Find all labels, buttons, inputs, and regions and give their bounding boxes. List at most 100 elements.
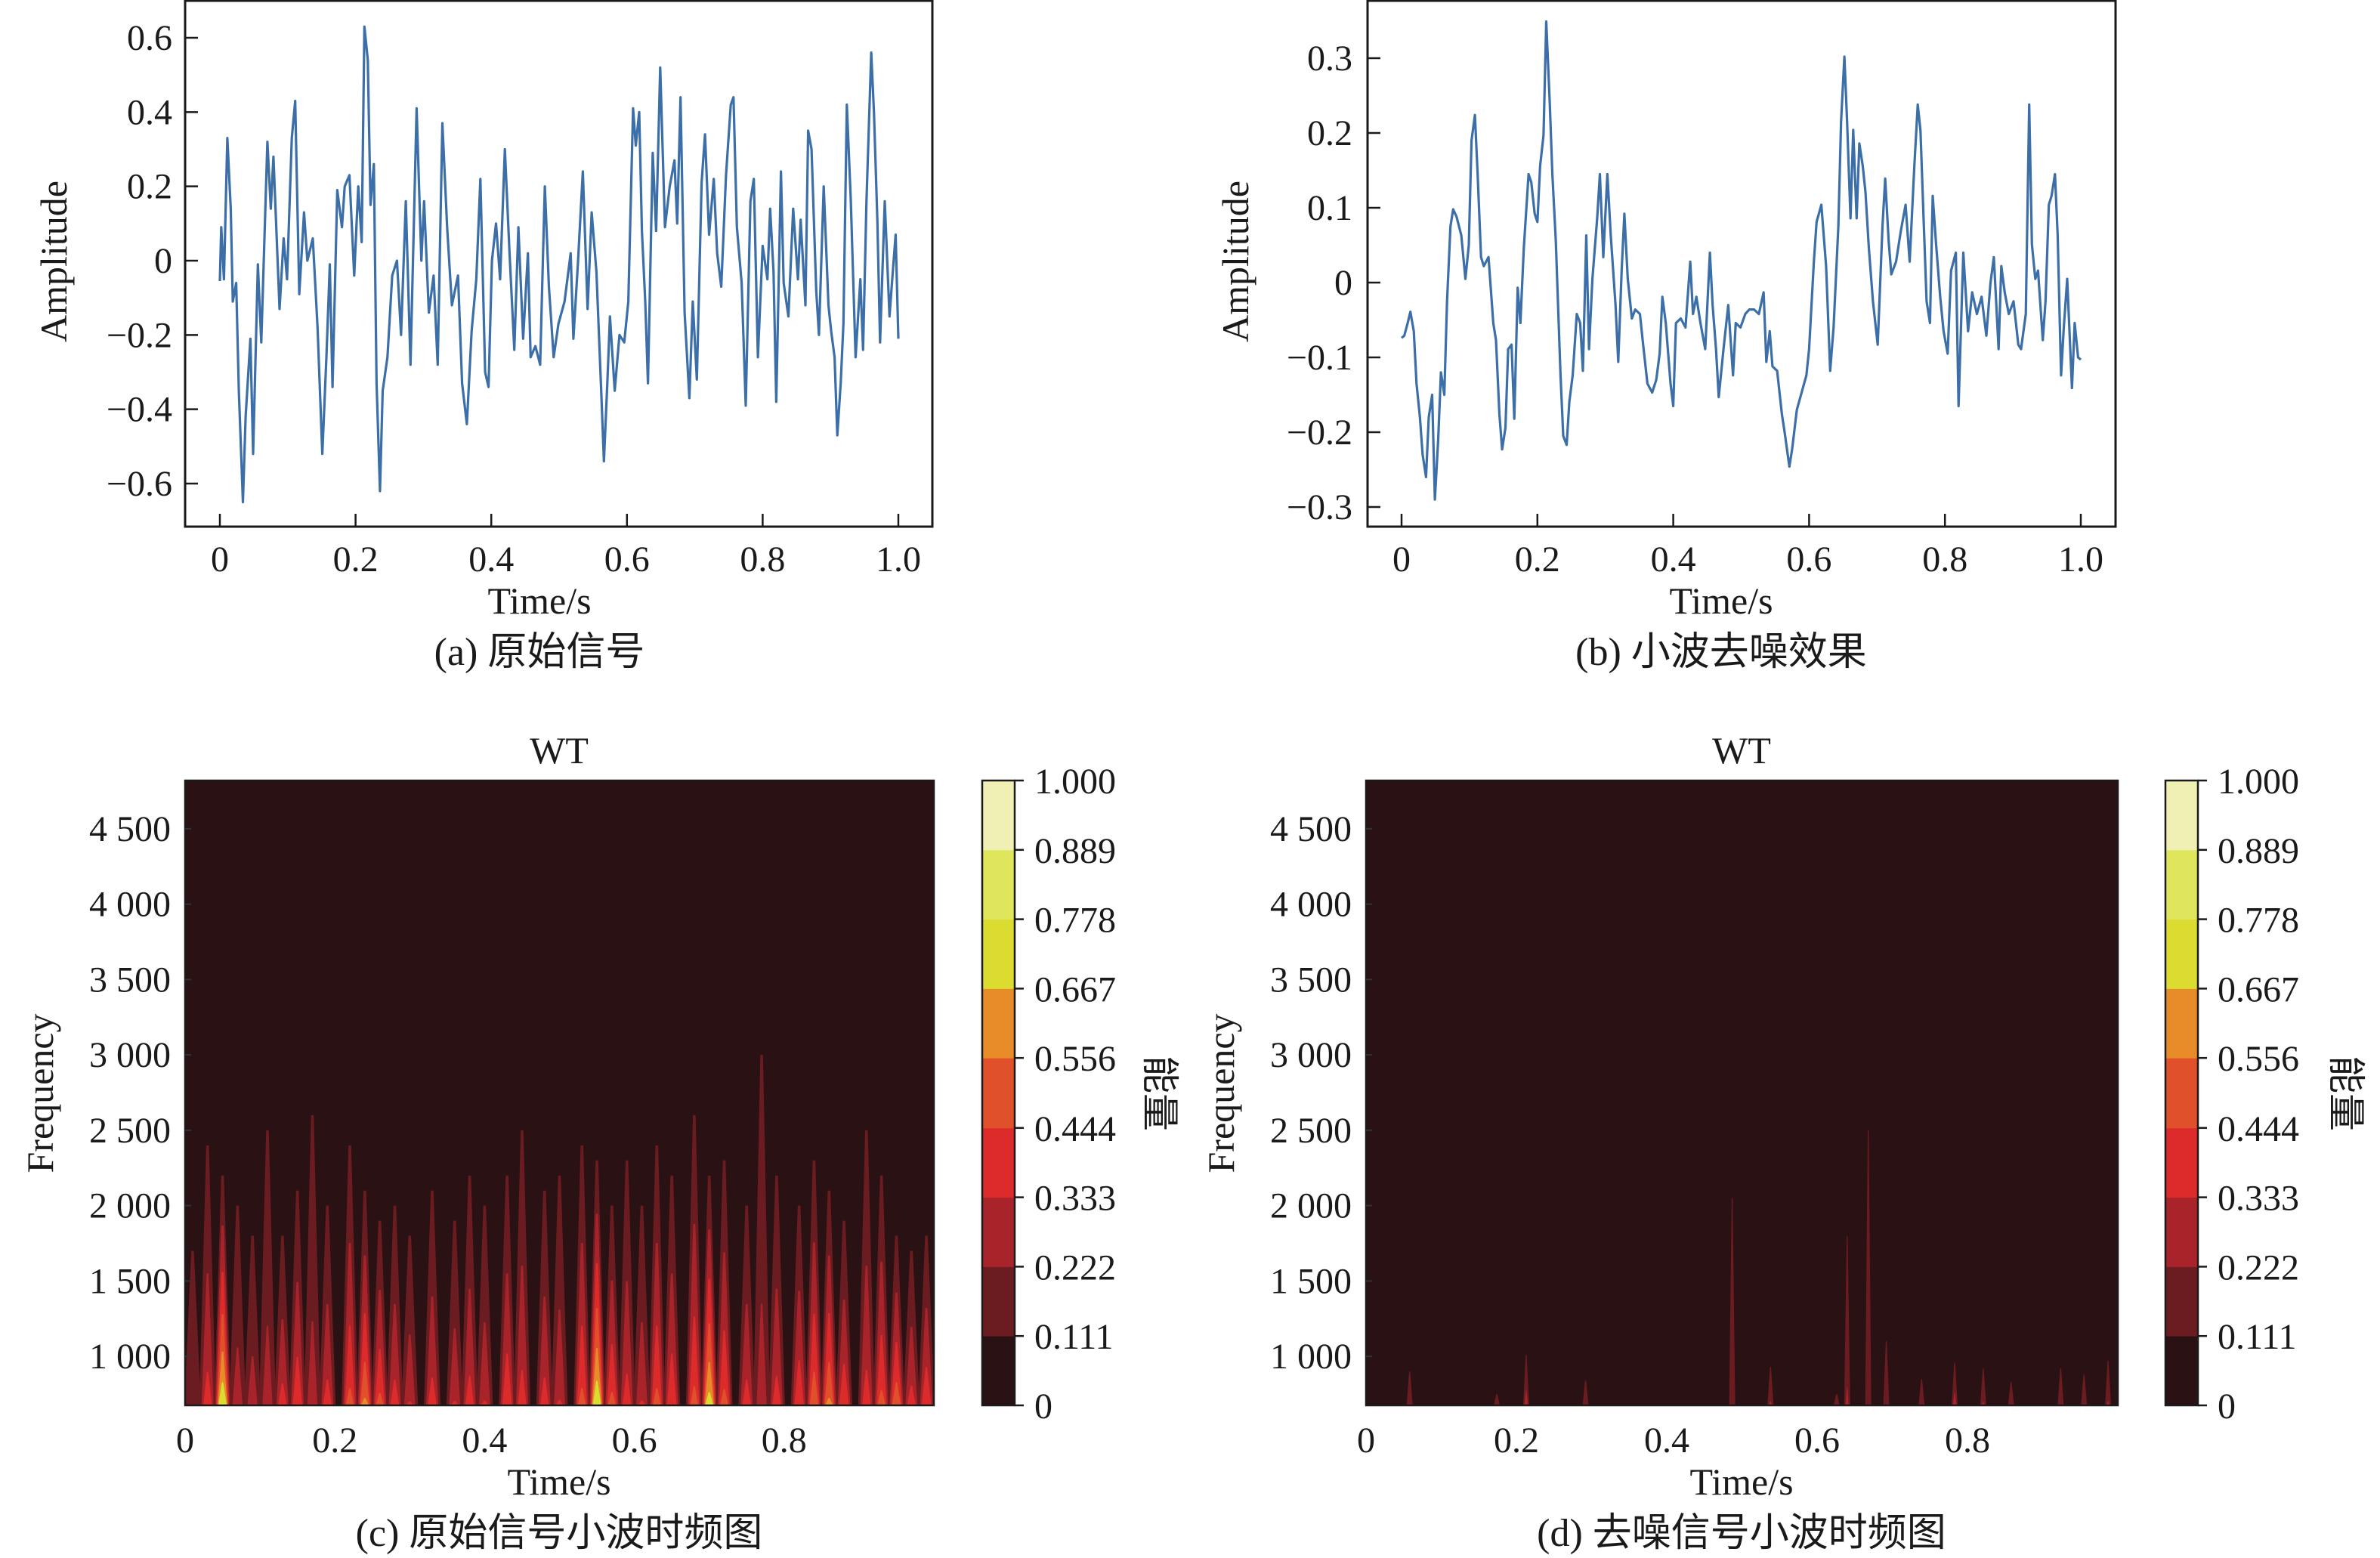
energy-level-2 xyxy=(2106,1400,2110,1405)
energy-level-1 xyxy=(446,1220,463,1405)
colorbar-label: 能量 xyxy=(1139,1056,1181,1131)
energy-burst xyxy=(289,1190,306,1405)
energy-level-1 xyxy=(401,1235,419,1405)
colorbar-frame xyxy=(2164,779,2199,1407)
energy-level-3 xyxy=(518,1369,527,1405)
energy-level-3 xyxy=(666,1353,677,1405)
heatmap-background xyxy=(1366,781,2118,1405)
energy-burst xyxy=(805,1160,823,1405)
energy-level-2 xyxy=(307,1321,318,1405)
energy-level-3 xyxy=(638,1400,646,1405)
energy-level-2 xyxy=(554,1309,565,1405)
energy-level-1 xyxy=(551,1175,568,1405)
heatmap-bursts xyxy=(185,1055,934,1405)
energy-level-3 xyxy=(891,1342,902,1405)
energy-level-5 xyxy=(825,1398,833,1405)
x-tick-label: 0.2 xyxy=(1515,539,1560,580)
energy-level-3 xyxy=(345,1325,355,1405)
y-tick-label: 4 000 xyxy=(1270,885,1352,925)
energy-level-1 xyxy=(185,1250,201,1405)
energy-burst xyxy=(2081,1374,2088,1405)
energy-level-1 xyxy=(1494,1394,1501,1405)
x-tick-label: 0.8 xyxy=(1922,539,1967,580)
colorbar-band xyxy=(982,1058,1015,1129)
panel-c-original-wavelet-tf: WT 0 0.2 0.4 0.6 0.8 4 500 4 000 3 500 3 000 2 50… xyxy=(19,729,1181,1555)
y-tick-label: 3 500 xyxy=(89,960,171,1000)
panel-caption: (c) 原始信号小波时频图 xyxy=(356,1512,763,1554)
energy-level-2 xyxy=(388,1303,401,1405)
y-tick-label: 2 500 xyxy=(1270,1111,1352,1151)
energy-level-3 xyxy=(719,1330,730,1405)
energy-level-1 xyxy=(1582,1380,1589,1405)
colorbar-band xyxy=(2165,1127,2198,1198)
energy-level-3 xyxy=(921,1367,932,1405)
x-tick-label: 1.0 xyxy=(876,539,921,580)
y-tick-label: −0.6 xyxy=(107,464,172,504)
colorbar-frame xyxy=(981,779,1016,1407)
energy-level-5 xyxy=(360,1398,369,1405)
energy-level-3 xyxy=(278,1383,287,1405)
x-axis-label: Time/s xyxy=(1689,1461,1793,1503)
energy-burst xyxy=(1522,1355,1529,1405)
energy-level-2 xyxy=(403,1334,416,1405)
energy-level-4 xyxy=(345,1388,354,1405)
energy-level-2 xyxy=(426,1296,439,1405)
energy-burst xyxy=(663,1175,681,1405)
energy-burst xyxy=(716,1160,733,1405)
colorbar: 1.000 0.889 0.778 0.667 0.556 0.444 0.333 0.222… xyxy=(981,762,1116,1427)
energy-level-2 xyxy=(232,1347,243,1405)
y-tick-label: 2 000 xyxy=(89,1186,171,1226)
energy-level-2 xyxy=(1952,1393,1957,1405)
y-tick-label: 3 000 xyxy=(89,1035,171,1075)
colorbar-band xyxy=(2165,781,2198,851)
energy-level-3 xyxy=(823,1313,835,1405)
energy-level-2 xyxy=(717,1252,731,1405)
energy-burst xyxy=(918,1235,934,1405)
panel-b-denoised-signal: 0 0.2 0.4 0.6 0.8 1.0 0.3 0.2 0.1 0 −0.1 −0.2 −0.3 A… xyxy=(1214,0,2117,674)
energy-level-2 xyxy=(321,1303,334,1405)
energy-burst xyxy=(513,1130,530,1405)
y-axis-label: Amplitude xyxy=(1214,181,1256,342)
y-tick-label: −0.3 xyxy=(1287,487,1352,527)
energy-level-1 xyxy=(476,1205,493,1405)
colorbar-band xyxy=(2165,1197,2198,1267)
panel-a-original-signal: 0 0.2 0.4 0.6 0.8 1.0 0.6 0.4 0.2 0 −0.2 −0.4 −0.6 A… xyxy=(32,0,934,674)
energy-level-2 xyxy=(201,1273,214,1405)
y-tick-label: −0.1 xyxy=(1287,338,1352,378)
energy-level-4 xyxy=(892,1382,901,1405)
heatmap-plot-area: 0 0.2 0.4 0.6 0.8 4 500 4 000 3 500 3 000 2 500 2 … xyxy=(1270,762,2299,1461)
x-tick-label: 0.4 xyxy=(1644,1420,1689,1461)
x-tick-label: 0.4 xyxy=(468,539,514,580)
y-tick-label: 1 500 xyxy=(89,1261,171,1301)
energy-level-2 xyxy=(449,1328,461,1405)
energy-burst xyxy=(618,1160,635,1405)
energy-level-6 xyxy=(705,1392,713,1405)
colorbar-tick-label: 0 xyxy=(1034,1386,1052,1427)
energy-level-2 xyxy=(793,1291,806,1405)
energy-level-4 xyxy=(360,1362,370,1405)
colorbar-tick-label: 0.889 xyxy=(2218,831,2299,871)
energy-level-1 xyxy=(1844,1235,1850,1405)
plot-title: WT xyxy=(1712,729,1771,771)
x-tick-label: 0.6 xyxy=(1786,539,1831,580)
colorbar-tick-label: 0.556 xyxy=(1034,1039,1116,1079)
energy-level-2 xyxy=(1845,1387,1849,1405)
y-tick-label: 0.3 xyxy=(1307,39,1352,79)
energy-level-1 xyxy=(229,1205,246,1405)
energy-level-1 xyxy=(1406,1371,1413,1405)
energy-level-2 xyxy=(860,1266,873,1405)
energy-burst xyxy=(2057,1368,2064,1405)
x-tick-label: 0 xyxy=(1392,539,1411,580)
colorbar-band xyxy=(2165,988,2198,1059)
energy-level-1 xyxy=(633,1205,651,1405)
energy-burst xyxy=(633,1205,651,1405)
energy-level-6 xyxy=(592,1380,601,1405)
colorbar-tick-label: 0.667 xyxy=(1034,969,1116,1009)
energy-level-2 xyxy=(478,1322,490,1405)
colorbar-band xyxy=(982,919,1015,989)
energy-level-4 xyxy=(652,1388,661,1405)
energy-level-4 xyxy=(824,1362,834,1405)
energy-level-4 xyxy=(607,1392,617,1405)
energy-level-2 xyxy=(620,1281,633,1405)
energy-burst xyxy=(229,1205,246,1405)
